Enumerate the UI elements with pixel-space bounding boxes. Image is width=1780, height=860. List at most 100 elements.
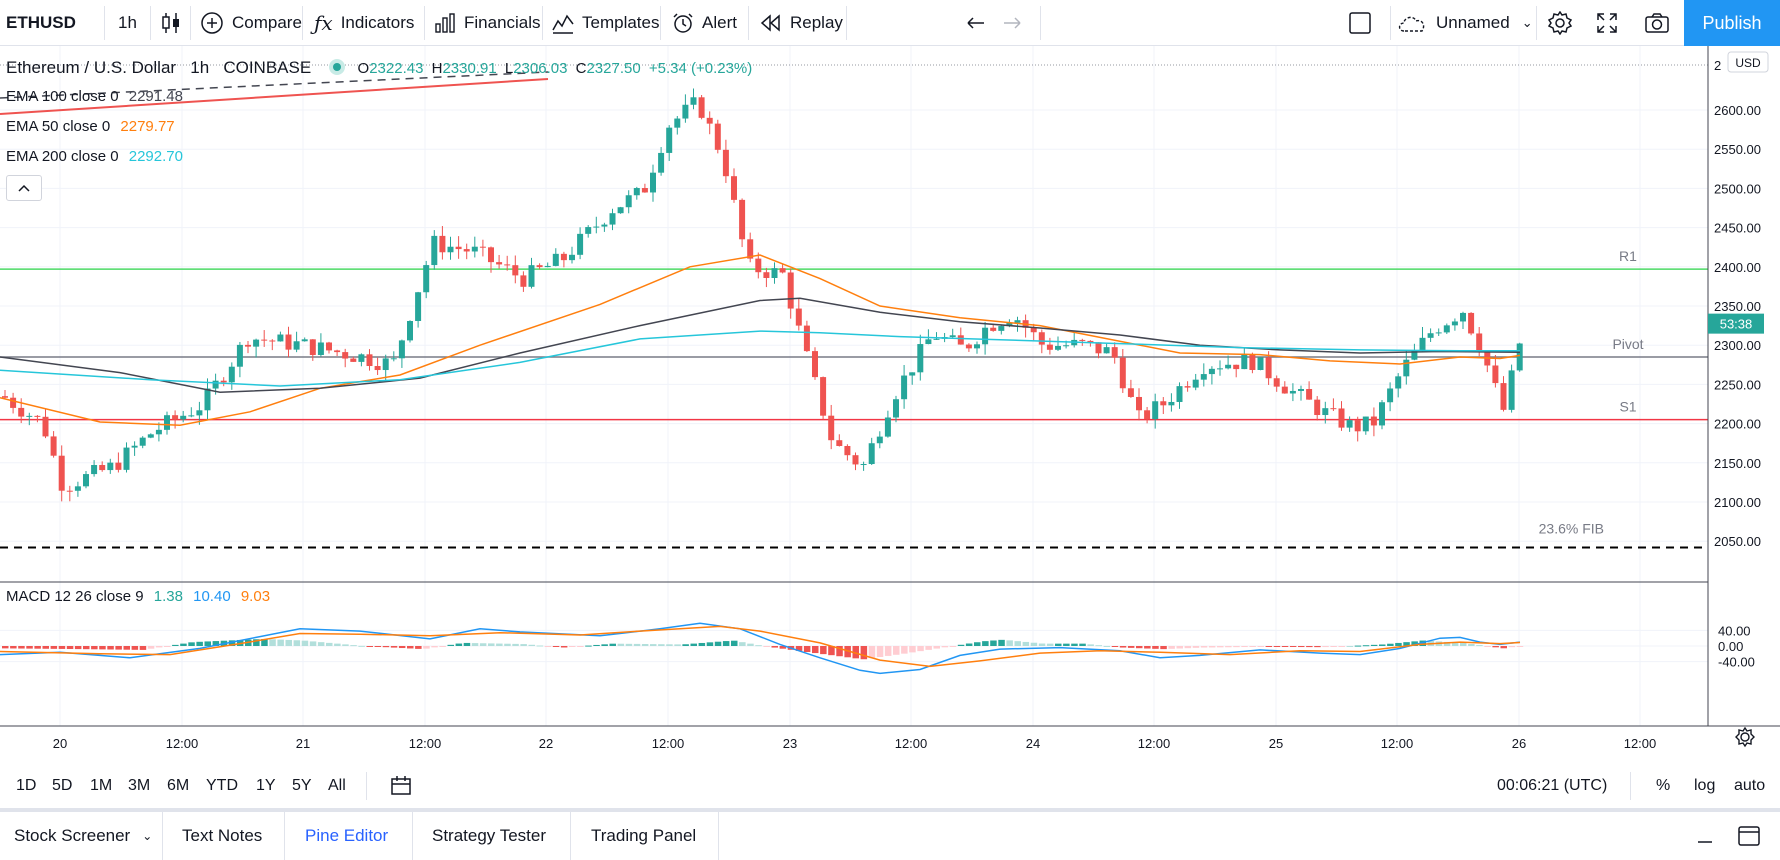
candle-up (1387, 388, 1394, 403)
range-ytd[interactable]: YTD (206, 777, 238, 794)
tab-label: Pine Editor (305, 826, 389, 845)
last-price-badge (1708, 313, 1764, 334)
log-toggle[interactable]: log (1694, 777, 1716, 794)
candle-down (1046, 344, 1053, 350)
tab-trading-panel[interactable]: Trading Panel (591, 812, 696, 860)
candle-up (107, 462, 114, 471)
candle-up (1200, 374, 1207, 380)
chart-style-button[interactable] (160, 0, 182, 46)
compare-button[interactable]: Compare (200, 0, 302, 46)
undo-button[interactable] (964, 0, 986, 46)
maximize-panel-button[interactable] (1738, 812, 1760, 860)
ema50-legend[interactable]: EMA 50 close 0 2279.77 (6, 118, 175, 135)
macd-bar (269, 639, 276, 646)
price-tick-label: 2350.00 (1714, 299, 1761, 314)
interval-button[interactable]: 1h (118, 0, 137, 46)
redo-icon (1004, 17, 1021, 29)
macd-bar (496, 643, 503, 646)
macd-bar (1241, 646, 1248, 648)
candle-up (917, 344, 924, 373)
axis-settings-gear-icon[interactable] (1735, 726, 1755, 748)
maximize-icon (1738, 826, 1760, 846)
chart-canvas[interactable]: R1 Pivot S1 23.6% FIB 2600.00 2550.00 2500.00 2… (0, 46, 1780, 764)
macd-bar (974, 642, 981, 646)
ema200-legend[interactable]: EMA 200 close 0 2292.70 (6, 148, 183, 165)
price-tick-label: 2400.00 (1714, 260, 1761, 275)
settings-button[interactable] (1548, 0, 1572, 46)
range-1m[interactable]: 1M (90, 777, 113, 794)
top-toolbar: ETHUSD 1h Compare ƒx Indicators Financia… (0, 0, 1780, 46)
percent-toggle[interactable]: % (1656, 777, 1671, 794)
chevron-down-icon: ⌄ (142, 829, 153, 843)
candle-down (714, 123, 721, 150)
goto-date-button[interactable] (390, 775, 412, 802)
macd-bar (1508, 646, 1516, 648)
macd-bar (398, 646, 406, 649)
macd-bar (172, 644, 179, 646)
macd-bar (1168, 646, 1175, 649)
panel-divider[interactable] (0, 808, 1780, 812)
macd-bar (1306, 646, 1313, 648)
candle-up (415, 292, 422, 322)
auto-toggle[interactable]: auto (1734, 777, 1766, 794)
range-1d[interactable]: 1D (16, 777, 37, 794)
change-value: +5.34 (+0.23%) (648, 60, 753, 77)
macd-legend[interactable]: MACD 12 26 close 9 1.38 10.40 9.03 (6, 588, 270, 605)
tab-text-notes[interactable]: Text Notes (182, 812, 262, 860)
tab-stock-screener[interactable]: Stock Screener ⌄ (14, 812, 152, 860)
candle-up (431, 235, 438, 266)
snapshot-button[interactable] (1644, 0, 1670, 46)
range-5y[interactable]: 5Y (292, 777, 312, 794)
fullscreen-button[interactable] (1596, 0, 1618, 46)
redo-button[interactable] (1002, 0, 1024, 46)
tab-strategy-tester[interactable]: Strategy Tester (432, 812, 546, 860)
range-all[interactable]: All (328, 777, 346, 794)
range-6m[interactable]: 6M (167, 777, 190, 794)
candle-down (334, 350, 341, 353)
fullscreen-layout-button[interactable] (1348, 0, 1372, 46)
macd-bar (552, 646, 560, 647)
candle-down (261, 339, 268, 341)
layout-name-button[interactable]: Unnamed ⌄ (1396, 0, 1533, 46)
tab-pine-editor[interactable]: Pine Editor (305, 812, 388, 860)
range-1y[interactable]: 1Y (256, 777, 276, 794)
macd-bar (1022, 641, 1030, 646)
templates-button[interactable]: Templates (552, 0, 659, 46)
candle-up (1257, 357, 1264, 370)
candle-down (1492, 365, 1499, 384)
macd-bar (42, 646, 49, 649)
macd-bar (771, 646, 778, 648)
macd-bar (722, 641, 730, 646)
range-5d[interactable]: 5D (52, 777, 73, 794)
candle-up (577, 233, 584, 255)
macd-bar (463, 642, 471, 646)
alert-button[interactable]: Alert (672, 0, 737, 46)
bar-chart-icon (434, 12, 456, 34)
candle-up (123, 447, 130, 470)
candle-down (755, 258, 762, 273)
minimize-panel-button[interactable] (1696, 812, 1714, 860)
ema100-legend[interactable]: EMA 100 close 0 2291.48 (6, 88, 183, 105)
symbol-search[interactable]: ETHUSD (6, 0, 76, 46)
indicators-button[interactable]: ƒx Indicators (314, 0, 414, 46)
publish-button[interactable]: Publish (1684, 0, 1780, 46)
candle-down (812, 351, 818, 378)
candle-down (763, 272, 770, 278)
candle-up (1006, 322, 1013, 327)
candle-up (1103, 347, 1110, 354)
macd-bar (212, 641, 220, 646)
price-tick-label: 2250.00 (1714, 377, 1761, 392)
candle-up (1395, 376, 1402, 389)
chevron-up-icon (18, 184, 30, 192)
tab-label: Text Notes (182, 826, 263, 845)
utc-clock[interactable]: 00:06:21 (UTC) (1497, 777, 1608, 794)
collapse-legend-button[interactable] (6, 175, 42, 201)
range-3m[interactable]: 3M (128, 777, 151, 794)
financials-button[interactable]: Financials (434, 0, 541, 46)
replay-button[interactable]: Replay (760, 0, 843, 46)
candle-up (949, 335, 956, 338)
function-icon: ƒx (314, 11, 333, 35)
candle-up (1063, 345, 1070, 347)
macd-bar (415, 646, 422, 649)
candle-up (925, 339, 932, 345)
